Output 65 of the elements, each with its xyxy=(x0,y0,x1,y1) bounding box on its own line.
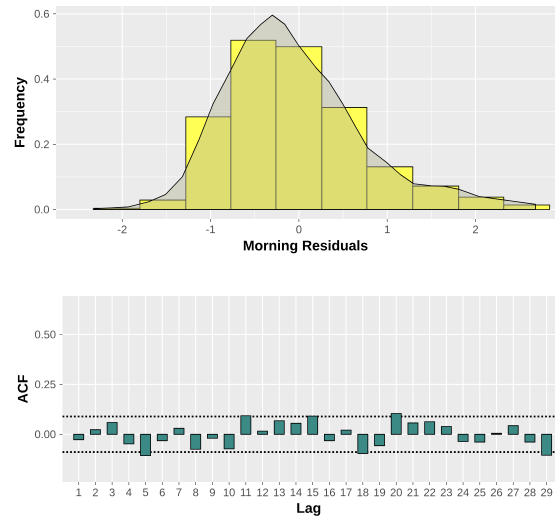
x-tick-label: 8 xyxy=(193,488,198,496)
x-tick-label: 26 xyxy=(490,488,502,496)
x-tick-label: 1 xyxy=(76,488,82,496)
bar xyxy=(508,425,519,435)
y-tick-label: 0.6 xyxy=(34,10,49,18)
bar xyxy=(156,434,168,442)
x-tick-label: 17 xyxy=(340,488,352,496)
x-tick-label: 5 xyxy=(142,488,148,496)
x-axis-title: Morning Residuals xyxy=(244,240,368,254)
x-tick-label: 6 xyxy=(160,488,165,496)
bar xyxy=(408,422,418,435)
bar xyxy=(524,434,536,442)
x-tick-label: 27 xyxy=(508,488,519,496)
x-tick-label: 19 xyxy=(374,488,386,496)
y-tick-label: 0.00 xyxy=(34,430,56,438)
y-tick-label: 0.2 xyxy=(34,140,49,148)
bar xyxy=(474,434,486,442)
x-tick-label: 7 xyxy=(176,488,182,496)
y-axis-title: ACF xyxy=(18,375,28,404)
x-tick-label: 2 xyxy=(473,226,478,234)
x-tick-label: 10 xyxy=(224,488,235,496)
x-tick-label: 13 xyxy=(274,488,285,496)
x-tick-label: 18 xyxy=(358,488,368,496)
bar xyxy=(290,422,302,435)
bar xyxy=(123,434,134,444)
bar xyxy=(174,428,184,435)
y-tick-label: 0.4 xyxy=(34,75,50,83)
bar xyxy=(458,434,468,442)
x-tick-label: -1 xyxy=(206,226,215,234)
x-tick-label: 24 xyxy=(458,488,469,496)
x-tick-label: 29 xyxy=(541,488,552,496)
y-tick-label: 0.25 xyxy=(34,380,56,388)
x-tick-label: 23 xyxy=(440,488,452,496)
bar xyxy=(440,426,452,435)
x-tick-label: 25 xyxy=(474,488,486,496)
bar xyxy=(274,420,285,435)
x-tick-label: 22 xyxy=(424,488,436,496)
x-tick-label: 11 xyxy=(240,488,252,496)
y-axis-title: Frequency xyxy=(14,77,28,147)
x-tick-label: 4 xyxy=(126,488,132,496)
y-tick-label: 0.50 xyxy=(34,330,56,338)
x-tick-label: 2 xyxy=(92,488,98,496)
x-tick-label: -2 xyxy=(118,226,127,234)
x-tick-label: 28 xyxy=(524,488,536,496)
x-tick-label: 9 xyxy=(210,488,215,496)
x-tick-label: 1 xyxy=(384,226,390,234)
x-tick-label: 3 xyxy=(110,488,115,496)
x-tick-label: 0 xyxy=(296,226,302,234)
x-tick-label: 15 xyxy=(307,488,318,496)
bar xyxy=(424,421,436,435)
bar xyxy=(90,429,101,435)
x-tick-label: 14 xyxy=(290,488,302,496)
x-axis-title: Lag xyxy=(297,503,320,516)
x-tick-label: 12 xyxy=(257,488,268,496)
bar xyxy=(73,434,84,440)
x-tick-label: 21 xyxy=(407,488,419,496)
bar xyxy=(374,434,385,446)
bar xyxy=(106,422,118,435)
bar xyxy=(206,434,218,439)
x-tick-label: 20 xyxy=(390,488,402,496)
y-tick-label: 0.0 xyxy=(34,206,50,214)
bar xyxy=(257,430,268,435)
bar xyxy=(324,434,335,442)
bar xyxy=(340,430,352,435)
x-tick-label: 16 xyxy=(324,488,336,496)
